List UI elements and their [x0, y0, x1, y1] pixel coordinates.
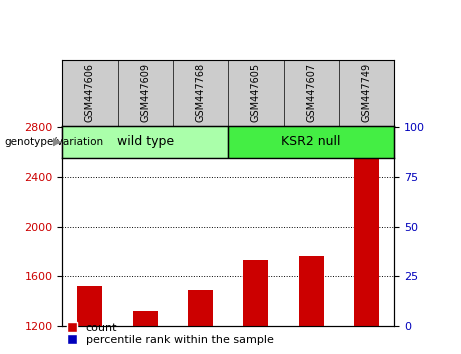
Text: GSM447768: GSM447768 — [195, 63, 206, 122]
Bar — [243, 260, 268, 326]
Bar — [62, 126, 228, 158]
Text: GSM447606: GSM447606 — [85, 63, 95, 122]
Text: KSR2 null: KSR2 null — [281, 135, 341, 148]
Text: GSM447609: GSM447609 — [140, 63, 150, 122]
Text: GSM447749: GSM447749 — [361, 63, 372, 122]
Text: wild type: wild type — [117, 135, 174, 148]
Bar — [299, 256, 324, 326]
Text: genotype/variation: genotype/variation — [5, 137, 104, 147]
Bar — [188, 290, 213, 326]
Bar — [77, 286, 102, 326]
Bar — [354, 127, 379, 326]
Text: GSM447605: GSM447605 — [251, 63, 261, 122]
Text: GSM447607: GSM447607 — [306, 63, 316, 122]
Bar — [133, 311, 158, 326]
Legend: count, percentile rank within the sample: count, percentile rank within the sample — [68, 322, 273, 345]
Title: GDS5248 / 1427036_a_at: GDS5248 / 1427036_a_at — [122, 105, 334, 124]
Text: ▶: ▶ — [53, 137, 61, 147]
Bar — [228, 126, 394, 158]
